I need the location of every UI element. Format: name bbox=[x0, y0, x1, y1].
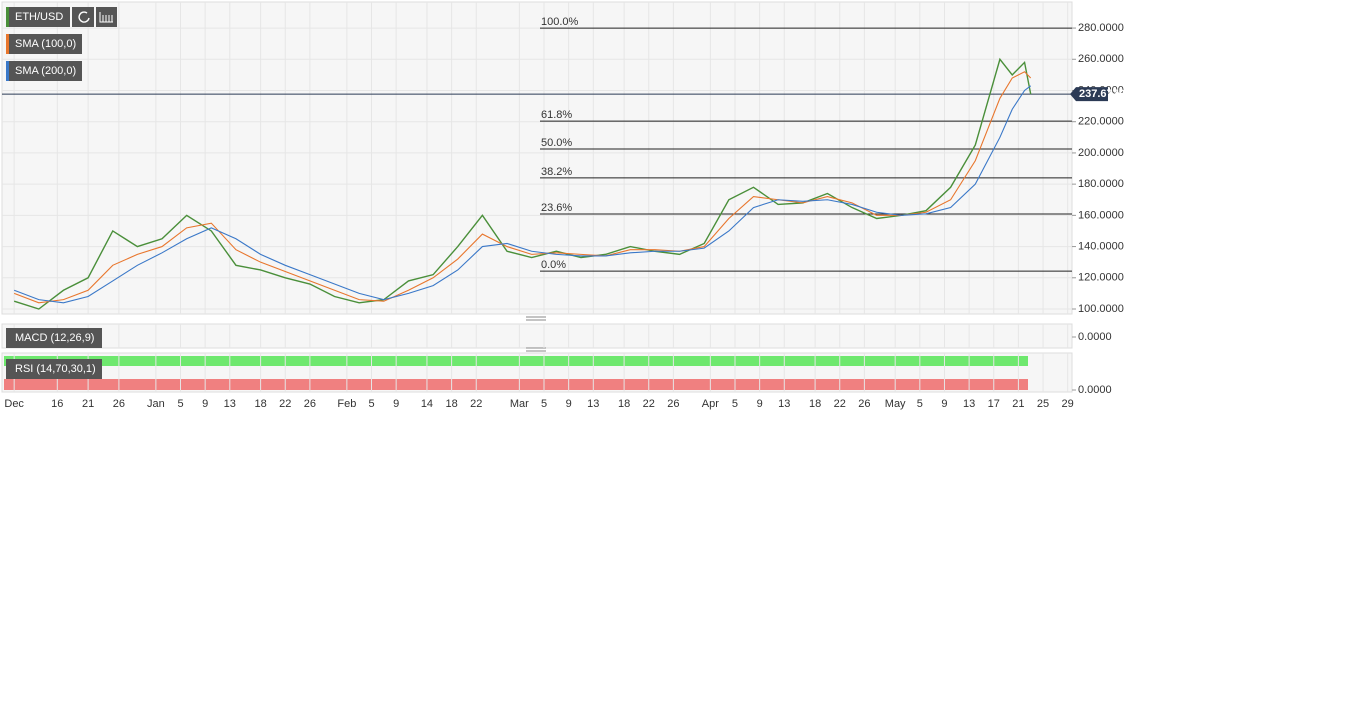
splitter[interactable] bbox=[526, 347, 546, 352]
y-tick-label: 100.0000 bbox=[1078, 303, 1124, 315]
y-tick-label: 200.0000 bbox=[1078, 147, 1124, 159]
x-tick-label: 9 bbox=[757, 398, 763, 410]
x-tick-label: Feb bbox=[337, 398, 356, 410]
x-tick-label: 5 bbox=[177, 398, 183, 410]
x-tick-label: 21 bbox=[82, 398, 94, 410]
fib-label: 38.2% bbox=[541, 166, 572, 178]
rsi-overbought-band bbox=[4, 356, 1028, 366]
x-tick-label: 22 bbox=[279, 398, 291, 410]
x-tick-label: May bbox=[885, 398, 906, 410]
price-tag-label: 237.67794 bbox=[1079, 88, 1132, 100]
x-tick-label: Mar bbox=[510, 398, 529, 410]
x-tick-label: 22 bbox=[470, 398, 482, 410]
x-tick-label: 26 bbox=[667, 398, 679, 410]
x-tick-label: 29 bbox=[1062, 398, 1074, 410]
legend-swatch bbox=[6, 61, 9, 81]
x-tick-label: 5 bbox=[732, 398, 738, 410]
x-tick-label: 18 bbox=[254, 398, 266, 410]
x-tick-label: 5 bbox=[917, 398, 923, 410]
refresh-icon bbox=[78, 11, 90, 23]
x-tick-label: 13 bbox=[224, 398, 236, 410]
y-tick-label: 280.0000 bbox=[1078, 22, 1124, 34]
y-tick-label: 120.0000 bbox=[1078, 272, 1124, 284]
main-panel bbox=[1, 1, 1073, 315]
fib-label: 23.6% bbox=[541, 202, 572, 214]
fib-label: 0.0% bbox=[541, 259, 566, 271]
x-tick-label: 5 bbox=[368, 398, 374, 410]
x-tick-label: 21 bbox=[1012, 398, 1024, 410]
y-tick-label: 160.0000 bbox=[1078, 209, 1124, 221]
y-tick-label: 140.0000 bbox=[1078, 240, 1124, 252]
x-tick-label: 26 bbox=[113, 398, 125, 410]
legend-label: ETH/USD bbox=[15, 11, 63, 23]
x-tick-label: 14 bbox=[421, 398, 433, 410]
fib-label: 61.8% bbox=[541, 109, 572, 121]
legend-swatch bbox=[6, 34, 9, 54]
splitter[interactable] bbox=[526, 316, 546, 321]
x-tick-label: 18 bbox=[445, 398, 457, 410]
macd-panel bbox=[1, 323, 1073, 349]
x-tick-label: Apr bbox=[702, 398, 719, 410]
x-tick-label: 9 bbox=[202, 398, 208, 410]
legend-box[interactable] bbox=[6, 61, 82, 81]
x-tick-label: 13 bbox=[963, 398, 975, 410]
refresh-button[interactable] bbox=[72, 7, 94, 27]
legend-label: SMA (200,0) bbox=[15, 65, 76, 77]
legend-swatch bbox=[6, 7, 9, 27]
indicator-box[interactable] bbox=[6, 328, 102, 348]
x-tick-label: 26 bbox=[858, 398, 870, 410]
legend-label: SMA (100,0) bbox=[15, 38, 76, 50]
x-tick-label: 16 bbox=[51, 398, 63, 410]
x-tick-label: 25 bbox=[1037, 398, 1049, 410]
x-tick-label: 18 bbox=[618, 398, 630, 410]
settings-icon bbox=[99, 12, 113, 23]
legend-box[interactable] bbox=[6, 34, 82, 54]
series-line bbox=[13, 85, 1032, 304]
y-tick-label: 0.0000 bbox=[1078, 384, 1112, 396]
x-tick-label: 9 bbox=[566, 398, 572, 410]
x-tick-label: 22 bbox=[834, 398, 846, 410]
indicator-label: RSI (14,70,30,1) bbox=[15, 363, 96, 375]
indicator-label: MACD (12,26,9) bbox=[15, 332, 94, 344]
x-tick-label: 9 bbox=[393, 398, 399, 410]
fib-label: 100.0% bbox=[541, 16, 579, 28]
x-tick-label: Jan bbox=[147, 398, 165, 410]
x-tick-label: Dec bbox=[4, 398, 24, 410]
x-tick-label: 13 bbox=[778, 398, 790, 410]
x-tick-label: 13 bbox=[587, 398, 599, 410]
x-tick-label: 5 bbox=[541, 398, 547, 410]
y-tick-label: 220.0000 bbox=[1078, 116, 1124, 128]
y-tick-label: 0.0000 bbox=[1078, 331, 1112, 343]
x-tick-label: 9 bbox=[941, 398, 947, 410]
y-tick-label: 180.0000 bbox=[1078, 178, 1124, 190]
x-tick-label: 17 bbox=[988, 398, 1000, 410]
indicator-box[interactable] bbox=[6, 359, 102, 379]
x-tick-label: 26 bbox=[304, 398, 316, 410]
price-tag bbox=[1070, 87, 1108, 102]
y-tick-label: 260.0000 bbox=[1078, 53, 1124, 65]
x-tick-label: 18 bbox=[809, 398, 821, 410]
fib-label: 50.0% bbox=[541, 137, 572, 149]
rsi-oversold-band bbox=[4, 379, 1028, 390]
legend-box[interactable] bbox=[6, 7, 70, 27]
x-tick-label: 22 bbox=[643, 398, 655, 410]
